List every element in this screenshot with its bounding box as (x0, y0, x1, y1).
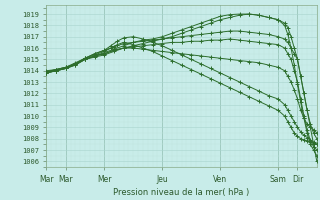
X-axis label: Pression niveau de la mer( hPa ): Pression niveau de la mer( hPa ) (114, 188, 250, 197)
